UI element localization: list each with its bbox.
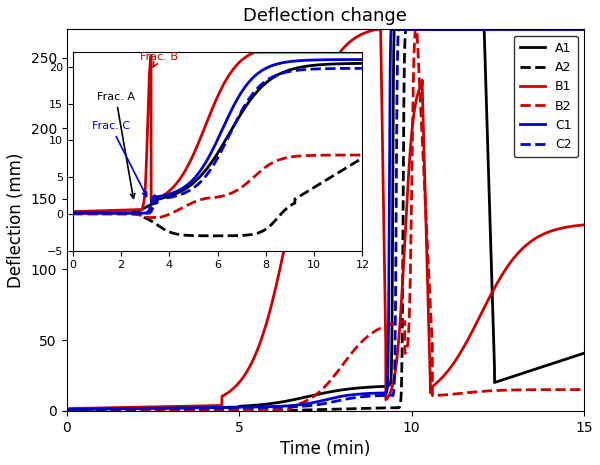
X-axis label: Time (min): Time (min) [280, 440, 371, 458]
Text: Frac. B: Frac. B [140, 52, 178, 67]
Text: Frac. C: Frac. C [92, 121, 146, 196]
Y-axis label: Deflection (mm): Deflection (mm) [7, 153, 25, 288]
Legend: A1, A2, B1, B2, C1, C2: A1, A2, B1, B2, C1, C2 [514, 35, 578, 157]
Title: Deflection change: Deflection change [244, 7, 407, 25]
Text: Frac. A: Frac. A [97, 92, 135, 198]
